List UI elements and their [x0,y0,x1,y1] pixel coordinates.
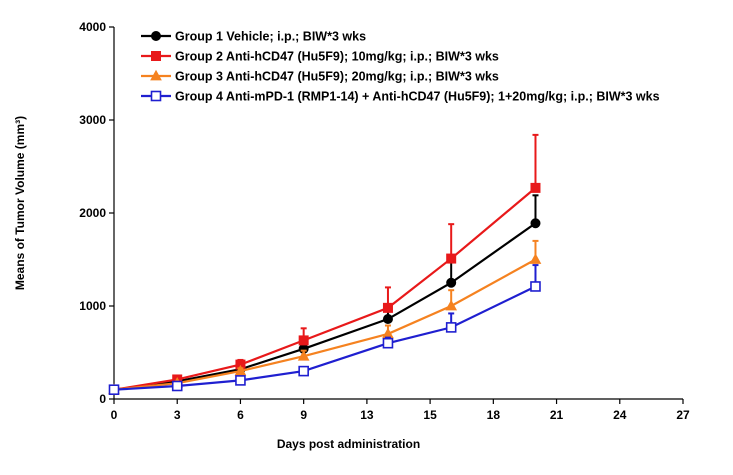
data-point [530,182,541,193]
data-point [446,253,457,264]
data-point [235,375,246,386]
legend-item-1: Group 1 Vehicle; i.p.; BIW*3 wks [141,30,366,44]
data-point [446,277,457,288]
legend-label: Group 4 Anti-mPD-1 (RMP1-14) + Anti-hCD4… [175,90,660,104]
legend-marker [151,31,161,41]
series-4 [108,264,541,396]
data-point [382,337,394,349]
data-point [298,365,309,377]
y-tick-label: 0 [99,392,106,406]
legend-item-4: Group 4 Anti-mPD-1 (RMP1-14) + Anti-hCD4… [141,90,660,104]
legend-marker [151,51,161,61]
data-point [234,364,247,376]
x-axis-title: Days post administration [277,437,420,451]
x-tick-label: 9 [300,408,307,422]
data-point [108,384,120,396]
data-point [445,299,458,311]
x-tick-label: 18 [487,408,501,422]
series-3 [108,239,542,395]
data-point [382,302,393,313]
legend-item-3: Group 3 Anti-hCD47 (Hu5F9); 20mg/kg; i.p… [141,70,499,84]
data-point [171,380,183,392]
y-tick-label: 1000 [79,299,106,313]
legend-label: Group 3 Anti-hCD47 (Hu5F9); 20mg/kg; i.p… [175,70,499,84]
x-tick-label: 3 [174,408,181,422]
series-line [113,258,537,391]
data-point [445,322,457,333]
x-tick-label: 13 [360,408,374,422]
series-layer [108,133,542,396]
x-tick-label: 15 [423,408,437,422]
x-ticks: 0 3 6 9 13 15 18 21 24 27 [111,399,690,422]
y-tick-label: 2000 [79,206,106,220]
y-tick-label: 4000 [79,20,106,34]
data-point [530,218,541,229]
x-tick-label: 21 [550,408,564,422]
x-tick-label: 6 [237,408,244,422]
legend: Group 1 Vehicle; i.p.; BIW*3 wks Group 2 … [141,30,660,104]
legend-marker [150,90,162,102]
series-line [113,187,537,391]
data-point [530,281,541,292]
x-tick-label: 0 [111,408,118,422]
series-line [113,285,536,391]
legend-marker [150,69,162,81]
y-ticks: 0 1000 2000 3000 4000 [79,20,114,406]
y-tick-label: 3000 [79,113,106,127]
x-tick-label: 24 [613,408,627,422]
data-point [382,314,393,325]
data-point [297,350,310,361]
y-axis-title: Means of Tumor Volume (mm³) [13,116,27,290]
legend-label: Group 2 Anti-hCD47 (Hu5F9); 10mg/kg; i.p… [175,50,499,64]
data-point [529,253,542,264]
legend-label: Group 1 Vehicle; i.p.; BIW*3 wks [175,30,366,44]
x-tick-label: 27 [676,408,690,422]
data-point [298,335,309,346]
legend-item-2: Group 2 Anti-hCD47 (Hu5F9); 10mg/kg; i.p… [141,50,499,64]
